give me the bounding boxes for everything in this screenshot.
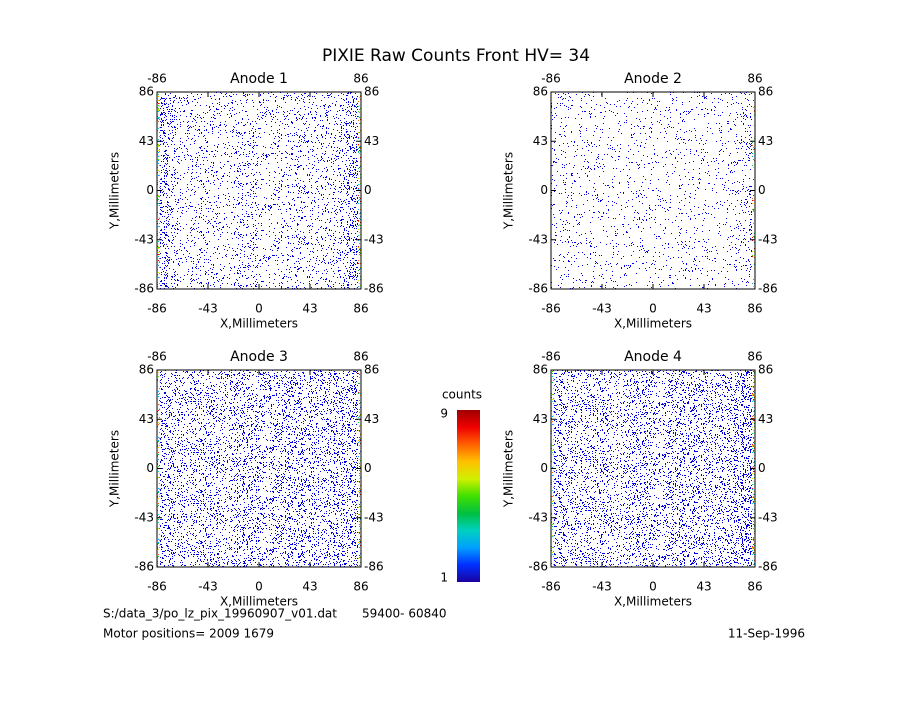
y-tick-label-right: 0: [364, 183, 372, 197]
y-tick-label: 43: [139, 412, 154, 426]
y-tick-label-right: -86: [758, 282, 778, 296]
y-tick-label: -43: [528, 510, 548, 524]
x-axis-label: X,Millimeters: [614, 317, 692, 331]
y-tick-label-right: 86: [364, 363, 379, 377]
y-axis-label: Y,Millimeters: [108, 430, 122, 508]
x-tick-label: -43: [592, 302, 612, 316]
x-tick-label: 86: [353, 302, 368, 316]
y-tick-label: 0: [146, 461, 154, 475]
date: 11-Sep-1996: [728, 627, 805, 641]
y-tick-label: 86: [139, 85, 154, 99]
file-name: S:/data_3/po_lz_pix_19960907_v01.dat: [103, 607, 337, 621]
x-tick-label: 0: [649, 580, 657, 594]
panel-title: Anode 3: [230, 349, 288, 365]
x-tick-label-top: 86: [353, 350, 368, 364]
y-tick-label-right: 0: [364, 461, 372, 475]
x-tick-label: 43: [696, 580, 711, 594]
y-tick-label-right: 0: [758, 461, 766, 475]
y-tick-label: 43: [139, 134, 154, 148]
y-tick-label-right: 86: [758, 85, 773, 99]
x-tick-label: -86: [541, 580, 561, 594]
count-texture-edge: [752, 142, 755, 238]
y-tick-label-right: -86: [758, 560, 778, 574]
x-tick-label-top: 86: [747, 72, 762, 86]
y-tick-label: -86: [134, 282, 154, 296]
x-tick-label: -43: [198, 302, 218, 316]
y-tick-label: -43: [134, 232, 154, 246]
figure-title: PIXIE Raw Counts Front HV= 34: [322, 46, 590, 66]
y-tick-label-right: 86: [364, 85, 379, 99]
x-tick-label: 86: [353, 580, 368, 594]
x-tick-label: -86: [147, 302, 167, 316]
x-tick-label-top: -86: [147, 350, 167, 364]
x-tick-label: 0: [255, 302, 263, 316]
y-tick-label: 86: [533, 85, 548, 99]
y-tick-label-right: 43: [364, 412, 379, 426]
y-tick-label: 43: [533, 134, 548, 148]
count-texture: [160, 92, 358, 289]
count-texture: [160, 370, 358, 567]
y-tick-label-right: 0: [758, 183, 766, 197]
colorbar-label: counts: [442, 388, 482, 402]
y-tick-label-right: -43: [758, 232, 778, 246]
y-axis-label: Y,Millimeters: [502, 152, 516, 230]
x-tick-label: -43: [592, 580, 612, 594]
x-tick-label: -86: [541, 302, 561, 316]
y-tick-label-right: -86: [364, 560, 384, 574]
x-tick-label-top: -86: [147, 72, 167, 86]
y-tick-label-right: -43: [364, 510, 384, 524]
y-tick-label-right: 43: [758, 134, 773, 148]
x-tick-label-top: 86: [747, 350, 762, 364]
x-tick-label: 0: [255, 580, 263, 594]
x-axis-label: X,Millimeters: [220, 595, 298, 609]
x-tick-label: 0: [649, 302, 657, 316]
x-tick-label: -86: [147, 580, 167, 594]
y-tick-label: -86: [528, 560, 548, 574]
y-tick-label: 43: [533, 412, 548, 426]
y-tick-label: -43: [528, 232, 548, 246]
frame-range: 59400- 60840: [362, 607, 447, 621]
y-tick-label-right: -43: [364, 232, 384, 246]
y-tick-label: 0: [146, 183, 154, 197]
colorbar: [457, 410, 480, 582]
panel-title: Anode 2: [624, 71, 682, 87]
y-tick-label: -86: [528, 282, 548, 296]
y-axis-label: Y,Millimeters: [502, 430, 516, 508]
panel-title: Anode 4: [624, 349, 682, 365]
x-tick-label-top: 86: [353, 72, 368, 86]
x-axis-label: X,Millimeters: [220, 317, 298, 331]
y-tick-label-right: -86: [364, 282, 384, 296]
y-tick-label: 86: [139, 363, 154, 377]
x-tick-label-top: -86: [541, 72, 561, 86]
motor-positions: Motor positions= 2009 1679: [103, 627, 274, 641]
y-tick-label: -86: [134, 560, 154, 574]
panel-title: Anode 1: [230, 71, 288, 87]
y-tick-label-right: 43: [758, 412, 773, 426]
x-tick-label: 86: [747, 580, 762, 594]
x-tick-label: 43: [302, 302, 317, 316]
x-tick-label: 43: [302, 580, 317, 594]
y-tick-label: -43: [134, 510, 154, 524]
y-tick-label-right: 86: [758, 363, 773, 377]
x-tick-label: 43: [696, 302, 711, 316]
y-axis-label: Y,Millimeters: [108, 152, 122, 230]
y-tick-label-right: -43: [758, 510, 778, 524]
y-tick-label: 0: [540, 461, 548, 475]
x-tick-label: -43: [198, 580, 218, 594]
x-tick-label: 86: [747, 302, 762, 316]
colorbar-tick-label: 9: [440, 407, 448, 421]
y-tick-label: 0: [540, 183, 548, 197]
count-texture: [551, 92, 752, 289]
x-tick-label-top: -86: [541, 350, 561, 364]
x-axis-label: X,Millimeters: [614, 595, 692, 609]
y-tick-label: 86: [533, 363, 548, 377]
y-tick-label-right: 43: [364, 134, 379, 148]
colorbar-tick-label: 1: [440, 571, 448, 585]
